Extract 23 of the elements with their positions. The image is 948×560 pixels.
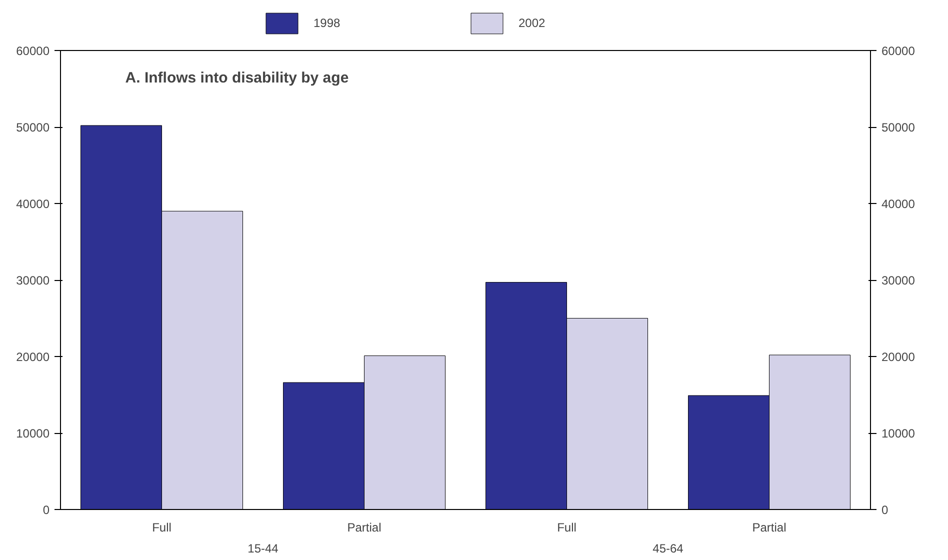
y2-tick-label: 30000 <box>882 274 916 288</box>
y-tick-label: 30000 <box>16 274 50 288</box>
x-tick-label: Partial <box>347 520 382 534</box>
y2-tick-label: 50000 <box>882 120 916 134</box>
y2-tick-label: 0 <box>882 503 888 517</box>
text: A. Inflows into disability by age <box>125 70 349 87</box>
y2-tick-label: 20000 <box>882 350 916 364</box>
y2-tick-label: 60000 <box>882 44 916 58</box>
x-tick-label: Full <box>152 520 172 534</box>
text: 15-44 <box>248 542 279 556</box>
y2-tick-label: 40000 <box>882 197 916 211</box>
y2-tick-label: 10000 <box>882 426 916 440</box>
y-tick-label: 10000 <box>16 426 50 440</box>
x-tick-label: Full <box>557 520 576 534</box>
y-tick-label: 40000 <box>16 197 50 211</box>
text: 45-64 <box>652 542 684 556</box>
legend-label: 1998 <box>314 14 342 32</box>
y-tick-label: 50000 <box>16 120 50 134</box>
y-tick-label: 60000 <box>16 44 50 58</box>
y-tick-label: 20000 <box>16 350 50 364</box>
y-tick-label: 0 <box>42 503 50 517</box>
x-tick-label: Partial <box>752 520 786 534</box>
legend-label: 2002 <box>518 14 546 32</box>
